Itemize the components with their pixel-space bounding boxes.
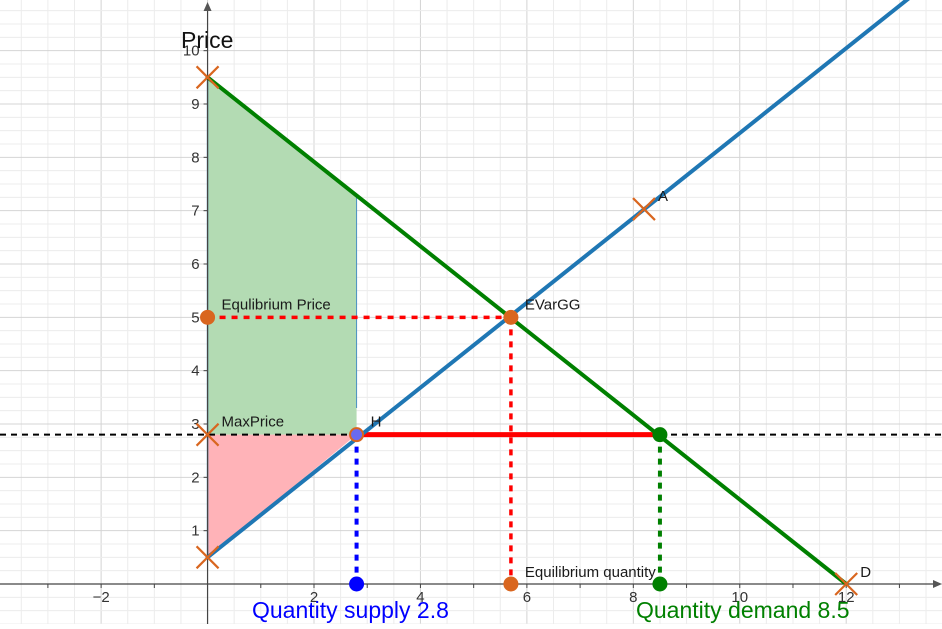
y-tick-label: 9 bbox=[191, 96, 199, 113]
x-tick-label: 10 bbox=[731, 589, 748, 606]
point-maxprice-label: MaxPrice bbox=[222, 414, 285, 431]
guide-lines bbox=[0, 315, 942, 584]
point-demand-intercept bbox=[195, 65, 220, 90]
y-tick-label: 5 bbox=[191, 309, 199, 326]
x-tick-label: 12 bbox=[838, 589, 855, 606]
demand-curve bbox=[205, 75, 849, 586]
point-supply-intercept bbox=[195, 545, 220, 570]
point-equilibrium-quantity bbox=[503, 576, 519, 592]
x-axis-arrow bbox=[933, 580, 942, 588]
x-tick-label: 4 bbox=[416, 589, 424, 606]
point-evargg-label: EVarGG bbox=[525, 296, 581, 313]
y-tick-label: 4 bbox=[191, 363, 199, 380]
point-a bbox=[632, 197, 656, 221]
point-h-label: H bbox=[371, 414, 382, 431]
quantity-supply-caption: Quantity supply 2.8 bbox=[252, 597, 449, 623]
y-tick-label: 1 bbox=[191, 523, 199, 540]
point-equilibrium-quantity-label: Equilibrium quantity bbox=[525, 564, 656, 581]
points bbox=[195, 65, 858, 596]
x-tick-label: −2 bbox=[93, 589, 110, 606]
curves bbox=[205, 0, 910, 586]
point-qd-top bbox=[652, 427, 668, 443]
y-tick-label: 3 bbox=[191, 416, 199, 433]
y-axis-arrow bbox=[203, 2, 212, 11]
y-tick-label: 2 bbox=[191, 469, 199, 486]
point-a-label: A bbox=[658, 188, 668, 205]
supply-curve bbox=[205, 0, 910, 560]
y-axis-label: Price bbox=[181, 27, 233, 53]
point-equilibrium-price-label: Equlibrium Price bbox=[222, 296, 331, 313]
point-maxprice bbox=[195, 422, 220, 447]
y-tick-label: 8 bbox=[191, 149, 199, 166]
y-tick-label: 7 bbox=[191, 203, 199, 220]
x-tick-label: 6 bbox=[523, 589, 531, 606]
point-labels: A D EVarGG Equlibrium Price Equilibrium quan… bbox=[222, 188, 872, 581]
y-tick-label: 6 bbox=[191, 256, 199, 273]
point-equilibrium-price bbox=[200, 309, 216, 325]
point-qd bbox=[652, 576, 668, 592]
point-d bbox=[834, 572, 858, 596]
y-tick-label: 10 bbox=[183, 43, 200, 60]
quantity-demand-caption: Quantity demand 8.5 bbox=[636, 597, 850, 623]
point-h bbox=[349, 427, 365, 443]
point-qs bbox=[349, 576, 365, 592]
point-d-label: D bbox=[860, 564, 871, 581]
x-tick-label: 8 bbox=[629, 589, 637, 606]
x-tick-label: 2 bbox=[310, 589, 318, 606]
point-evargg bbox=[503, 309, 519, 325]
